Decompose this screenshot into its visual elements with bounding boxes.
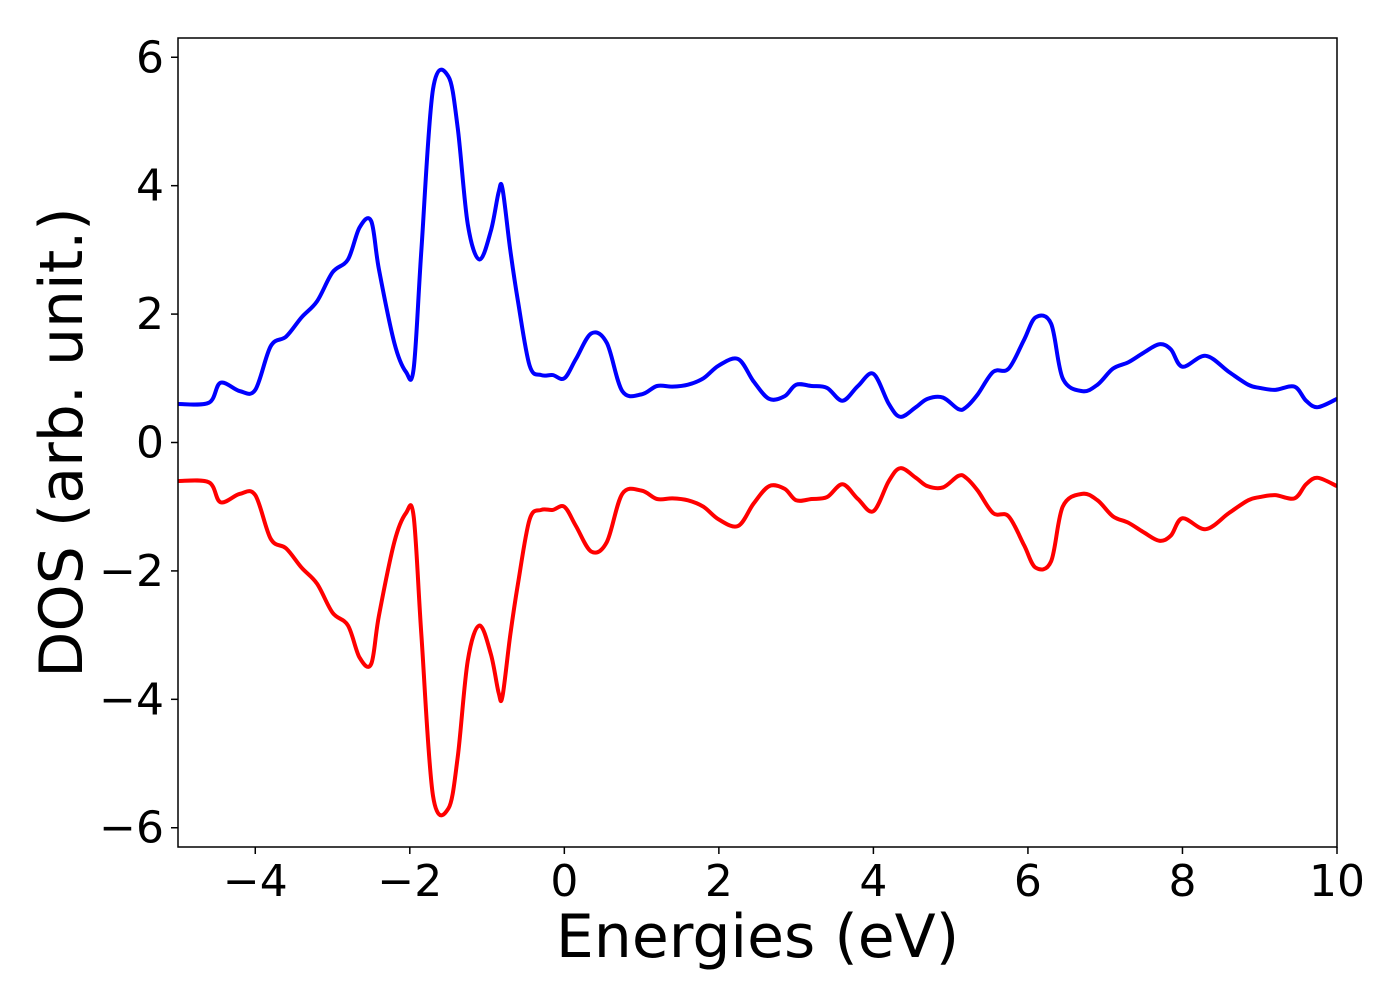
x-tick-label: −4 <box>223 856 288 907</box>
x-axis: −4 −2 0 2 4 6 8 10 <box>223 847 1365 907</box>
x-tick-label: 10 <box>1309 856 1365 907</box>
y-axis-title: DOS (arb. unit.) <box>27 207 97 677</box>
y-tick-label: −2 <box>99 546 164 597</box>
series-line-down <box>178 466 1337 818</box>
y-tick-label: −4 <box>99 674 164 725</box>
y-tick-label: 6 <box>136 32 164 83</box>
series-line-up <box>178 67 1337 419</box>
x-tick-label: 6 <box>1014 856 1042 907</box>
y-tick-label: 4 <box>136 161 164 212</box>
y-tick-label: −6 <box>99 803 164 854</box>
y-tick-label: 0 <box>136 418 164 469</box>
x-tick-label: 0 <box>550 856 578 907</box>
series-layer <box>178 67 1337 818</box>
x-tick-label: −2 <box>377 856 442 907</box>
y-axis: −6 −4 −2 0 2 4 6 <box>99 32 178 854</box>
x-tick-label: 4 <box>859 856 887 907</box>
x-tick-label: 2 <box>705 856 733 907</box>
x-tick-label: 8 <box>1168 856 1196 907</box>
y-tick-label: 2 <box>136 289 164 340</box>
x-axis-title: Energies (eV) <box>556 902 959 972</box>
plot-frame <box>177 37 1338 848</box>
